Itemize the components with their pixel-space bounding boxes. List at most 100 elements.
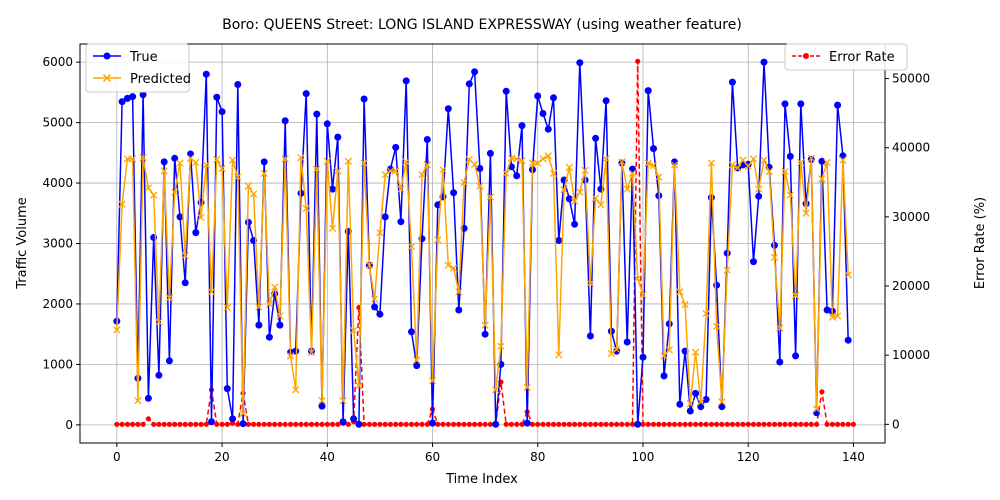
data-point-predicted (171, 188, 179, 196)
data-point-true (239, 420, 247, 428)
data-point-true (623, 338, 631, 346)
data-point-error-rate (477, 421, 483, 427)
data-point-error-rate (540, 421, 546, 427)
y-axis-right: 0 10000 20000 30000 40000 50000 (885, 72, 930, 431)
data-point-predicted (150, 191, 158, 199)
data-point-error-rate (435, 421, 441, 427)
data-point-error-rate (277, 421, 283, 427)
data-point-error-rate (719, 421, 725, 427)
data-point-predicted (491, 386, 500, 394)
data-point-predicted (823, 158, 831, 167)
data-point-true (160, 158, 168, 166)
data-point-true (523, 419, 531, 427)
data-point-true (613, 347, 621, 355)
y-tick-label: 0 (65, 418, 73, 432)
data-point-error-rate (503, 421, 509, 427)
data-point-predicted (744, 162, 752, 170)
data-point-predicted (628, 169, 637, 178)
data-point-predicted (644, 159, 652, 167)
data-point-error-rate (161, 421, 167, 427)
data-point-error-rate (629, 421, 636, 427)
data-point-predicted (286, 352, 295, 360)
data-point-predicted (160, 167, 168, 175)
data-point-error-rate (808, 421, 814, 427)
data-point-error-rate (482, 421, 488, 427)
data-point-predicted (428, 377, 437, 385)
data-point-predicted (276, 312, 284, 320)
data-point-error-rate (272, 421, 278, 427)
legend-predicted-marker (102, 73, 112, 83)
data-point-predicted (260, 169, 268, 178)
y-tick-label: 2000 (42, 297, 73, 311)
data-point-predicted (470, 160, 479, 168)
data-point-predicted (439, 166, 447, 174)
data-point-error-rate (703, 421, 709, 427)
data-point-predicted (539, 155, 547, 163)
data-point-predicted (660, 352, 668, 360)
data-point-true (202, 70, 210, 78)
data-point-predicted (402, 158, 410, 166)
data-point-error-rate (282, 421, 288, 427)
data-point-true (676, 400, 684, 408)
data-point-error-rate (529, 421, 536, 427)
data-point-predicted (223, 303, 231, 312)
data-point-error-rate (640, 421, 646, 427)
data-point-true (697, 403, 705, 411)
data-point-predicted (670, 161, 679, 169)
data-point-error-rate (782, 421, 788, 427)
data-point-error-rate (287, 421, 294, 427)
data-point-error-rate (235, 421, 241, 427)
data-point-error-rate (829, 421, 836, 427)
data-point-true (660, 372, 668, 380)
data-point-true (429, 419, 436, 427)
data-point-error-rate (819, 389, 825, 395)
data-point-error-rate (261, 421, 267, 427)
data-point-error-rate (566, 421, 572, 427)
data-point-predicted (770, 253, 779, 262)
data-point-predicted (765, 167, 773, 176)
data-point-predicted (413, 356, 421, 364)
x-axis-label: Time Index (445, 472, 518, 487)
data-point-error-rate (624, 421, 630, 427)
data-point-predicted (234, 173, 242, 181)
data-point-true (229, 415, 237, 423)
data-point-true (492, 420, 500, 428)
data-point-error-rate (519, 421, 525, 427)
data-point-true (471, 68, 479, 76)
data-point-error-rate (414, 421, 420, 427)
data-point-predicted (523, 383, 531, 392)
data-point-error-rate (766, 421, 772, 427)
data-point-true (792, 352, 800, 360)
series-predicted (113, 152, 852, 418)
data-point-predicted (297, 153, 305, 162)
data-point-error-rate (508, 421, 514, 427)
data-point-predicted (555, 351, 563, 359)
data-point-true (165, 357, 173, 365)
data-point-true (155, 371, 163, 379)
data-point-error-rate (572, 421, 578, 427)
data-point-predicted (328, 224, 337, 233)
data-point-true (234, 81, 242, 88)
data-point-predicted (497, 342, 505, 350)
data-point-true (571, 220, 579, 228)
data-point-predicted (207, 288, 216, 296)
data-point-predicted (749, 155, 758, 163)
legend-true-marker (103, 52, 111, 60)
data-point-predicted (597, 201, 605, 209)
data-point-true (118, 98, 126, 106)
data-point-error-rate (777, 421, 783, 427)
data-point-error-rate (798, 421, 804, 427)
data-point-predicted (728, 161, 737, 169)
data-point-true (139, 91, 147, 99)
data-point-true (550, 94, 557, 102)
data-point-error-rate (319, 421, 325, 427)
data-point-error-rate (329, 421, 336, 427)
data-point-predicted (791, 291, 800, 300)
data-point-error-rate (308, 421, 315, 427)
data-point-predicted (213, 155, 221, 164)
data-point-predicted (144, 184, 153, 192)
data-point-predicted (565, 163, 573, 171)
data-point-predicted (444, 261, 452, 269)
data-point-predicted (118, 200, 126, 208)
data-point-error-rate (671, 421, 678, 427)
